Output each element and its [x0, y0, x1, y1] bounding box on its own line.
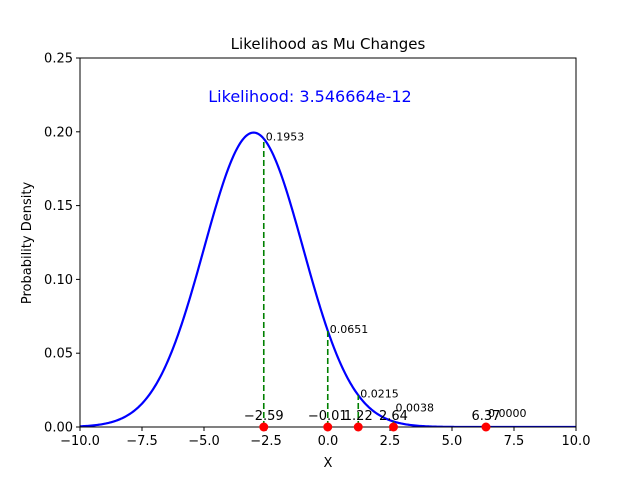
point-x-label: −0.01 — [308, 409, 348, 424]
x-axis-label: X — [324, 456, 333, 471]
density-curve — [80, 131, 576, 427]
x-tick-label: −10.0 — [60, 434, 100, 449]
point-x-label: 6.37 — [471, 409, 500, 424]
data-point — [481, 422, 491, 432]
x-tick-label: 0.0 — [318, 434, 339, 449]
point-density-label: 0.0038 — [395, 401, 434, 414]
point-density-label: 0.0651 — [330, 323, 369, 336]
point-x-label: −2.59 — [244, 409, 284, 424]
point-density-label: 0.0000 — [488, 407, 527, 420]
point-x-label: 2.64 — [379, 409, 408, 424]
x-tick-label: 10.0 — [562, 434, 591, 449]
y-tick-label: 0.05 — [44, 347, 73, 362]
x-tick-label: 2.5 — [380, 434, 401, 449]
x-tick-label: −2.5 — [250, 434, 282, 449]
y-tick-label: 0.00 — [44, 421, 73, 436]
data-point — [353, 422, 363, 432]
x-tick-label: −5.0 — [188, 434, 220, 449]
data-point — [323, 422, 333, 432]
likelihood-annotation: Likelihood: 3.546664e-12 — [208, 87, 411, 106]
y-tick-label: 0.15 — [44, 199, 73, 214]
y-tick-label: 0.20 — [44, 125, 73, 140]
x-tick-label: 5.0 — [442, 434, 463, 449]
point-x-label: 1.22 — [344, 409, 373, 424]
point-density-label: 0.0215 — [360, 387, 399, 400]
chart-title: Likelihood as Mu Changes — [231, 35, 426, 53]
data-point — [388, 422, 398, 432]
x-tick-label: −7.5 — [126, 434, 158, 449]
point-density-label: 0.1953 — [266, 131, 305, 144]
plot-area: −10.0 −7.5 −5.0 −2.5 0.0 2.5 5.0 7.5 10.0 0.00 0.0… — [44, 52, 590, 450]
y-axis-label: Probability Density — [20, 182, 35, 305]
data-point — [259, 422, 269, 432]
y-tick-label: 0.25 — [44, 52, 73, 67]
x-tick-label: 7.5 — [504, 434, 525, 449]
y-tick-label: 0.10 — [44, 273, 73, 288]
